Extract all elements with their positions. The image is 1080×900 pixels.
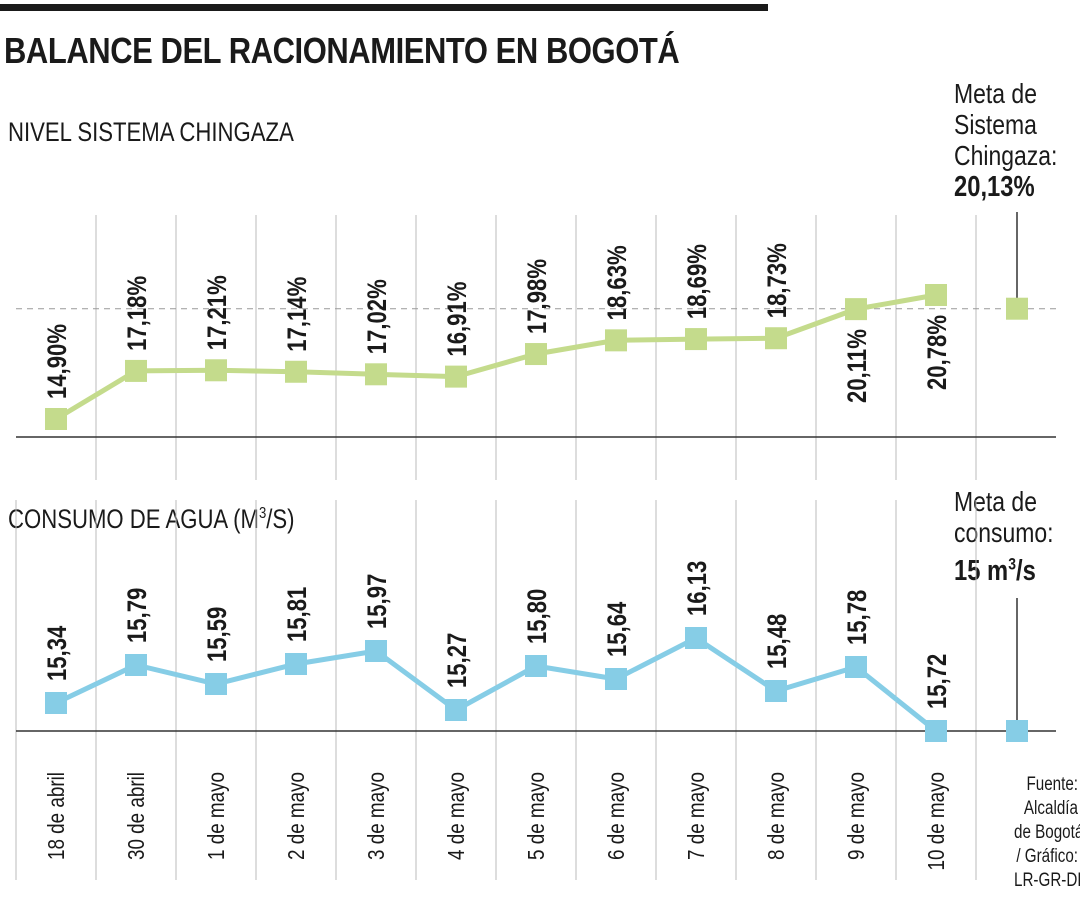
chingaza-point — [205, 359, 227, 382]
consumo-point — [285, 653, 307, 675]
chingaza-value-label: 20,11% — [843, 329, 873, 403]
consumo-value-label: 15,79 — [123, 588, 153, 643]
chingaza-value-label: 17,18% — [123, 276, 153, 351]
consumo-point — [525, 655, 547, 677]
chingaza-point — [925, 284, 947, 306]
date-tick-label: 30 de abril — [124, 772, 149, 860]
consumo-value-label: 15,80 — [523, 589, 553, 644]
consumo-point — [125, 654, 147, 676]
consumo-point — [45, 692, 67, 714]
consumo-point — [685, 627, 707, 649]
chingaza-value-label: 18,63% — [603, 245, 633, 320]
consumo-value-label: 15,48 — [763, 614, 793, 669]
chingaza-value-label: 16,91% — [443, 282, 473, 357]
chingaza-value-label: 17,98% — [523, 259, 553, 334]
date-tick-label: 7 de mayo — [684, 772, 709, 860]
chingaza-point — [365, 363, 387, 386]
chingaza-point — [125, 359, 147, 382]
chingaza-value-label: 20,78% — [923, 315, 953, 390]
consumo-target-point — [1006, 720, 1028, 742]
consumo-value-label: 15,78 — [843, 590, 873, 645]
chingaza-value-label: 18,73% — [763, 243, 793, 318]
date-tick-label: 18 de abril — [44, 772, 69, 860]
consumo-value-label: 15,27 — [443, 633, 473, 688]
top-rule — [0, 4, 768, 11]
consumo-section-title: CONSUMO DE AGUA (M3/S) — [8, 504, 295, 534]
chingaza-point — [845, 298, 867, 321]
consumo-value-label: 16,13 — [683, 561, 713, 616]
consumo-series-line — [54, 635, 938, 733]
chingaza-value-label: 18,69% — [683, 244, 713, 319]
chingaza-point — [765, 327, 787, 350]
chingaza-point — [45, 408, 67, 430]
consumo-point — [605, 668, 627, 690]
consumo-point — [445, 699, 467, 721]
date-tick-label: 8 de mayo — [764, 772, 789, 860]
chingaza-point — [605, 329, 627, 352]
chingaza-value-label: 14,90% — [43, 324, 73, 399]
chingaza-target-point — [1006, 297, 1028, 320]
consumo-point — [765, 680, 787, 702]
date-tick-label: 6 de mayo — [604, 772, 629, 860]
consumo-point — [205, 673, 227, 695]
consumo-value-label: 15,72 — [923, 654, 953, 709]
chingaza-point — [525, 343, 547, 366]
date-tick-label: 4 de mayo — [444, 772, 469, 860]
chingaza-point — [445, 365, 467, 388]
chingaza-section-title: NIVEL SISTEMA CHINGAZA — [8, 117, 294, 147]
chingaza-point — [285, 360, 307, 383]
source-note: Fuente: Alcaldía de Bogotá / Gráfico: LR… — [1014, 774, 1080, 891]
date-tick-label: 2 de mayo — [284, 772, 309, 860]
chingaza-value-label: 17,14% — [283, 277, 313, 352]
chingaza-target-label: Meta de Sistema Chingaza: 20,13% — [954, 78, 1058, 203]
consumo-point — [845, 656, 867, 678]
date-tick-label: 5 de mayo — [524, 772, 549, 860]
consumo-point — [365, 640, 387, 662]
chart-title: BALANCE DEL RACIONAMIENTO EN BOGOTÁ — [4, 30, 680, 71]
consumo-value-label: 15,34 — [43, 625, 73, 681]
chingaza-value-label: 17,21% — [203, 275, 233, 350]
consumo-value-label: 15,59 — [203, 607, 233, 662]
date-tick-label: 10 de mayo — [924, 772, 949, 870]
consumo-target-label: Meta de consumo: 15 m3/s — [954, 486, 1054, 587]
consumo-value-label: 15,64 — [603, 601, 633, 657]
chingaza-point — [685, 328, 707, 351]
date-tick-label: 9 de mayo — [844, 772, 869, 860]
chingaza-value-label: 17,02% — [363, 279, 393, 354]
consumo-point — [925, 720, 947, 742]
date-tick-label: 3 de mayo — [364, 772, 389, 860]
consumo-value-label: 15,97 — [363, 574, 393, 629]
consumo-value-label: 15,81 — [283, 586, 313, 642]
date-tick-label: 1 de mayo — [204, 772, 229, 860]
chingaza-series-line — [54, 292, 937, 422]
